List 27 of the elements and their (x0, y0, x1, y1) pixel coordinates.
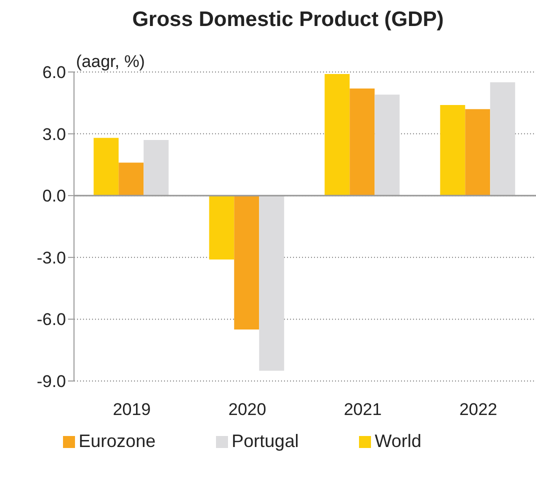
y-tick-label: 3.0 (42, 124, 66, 144)
x-tick-label: 2020 (228, 400, 266, 420)
y-tick-label: 6.0 (42, 63, 66, 82)
bar (440, 104, 466, 196)
chart-title: Gross Domestic Product (GDP) (131, 8, 445, 32)
bar (465, 109, 490, 196)
bar (259, 196, 284, 371)
x-tick-label: 2019 (112, 400, 151, 420)
bar (374, 94, 400, 196)
bar (118, 162, 144, 196)
x-tick-label: 2022 (459, 400, 498, 420)
x-tick-label: 2021 (344, 400, 382, 420)
y-tick-label: 0.0 (42, 186, 66, 206)
bar (350, 88, 375, 196)
legend-label: World (374, 431, 422, 451)
bar (144, 140, 169, 196)
bar (94, 138, 119, 196)
bar (209, 196, 234, 260)
y-axis-title: (aagr, %) (76, 52, 145, 72)
bar (490, 82, 516, 196)
y-tick-label: -3.0 (36, 248, 66, 268)
legend-label: Eurozone (78, 431, 156, 451)
bar (324, 74, 350, 196)
bar (234, 196, 260, 330)
y-tick-label: -6.0 (36, 310, 66, 330)
legend-label: Portugal (232, 431, 299, 451)
y-tick-label: -9.0 (36, 372, 66, 392)
